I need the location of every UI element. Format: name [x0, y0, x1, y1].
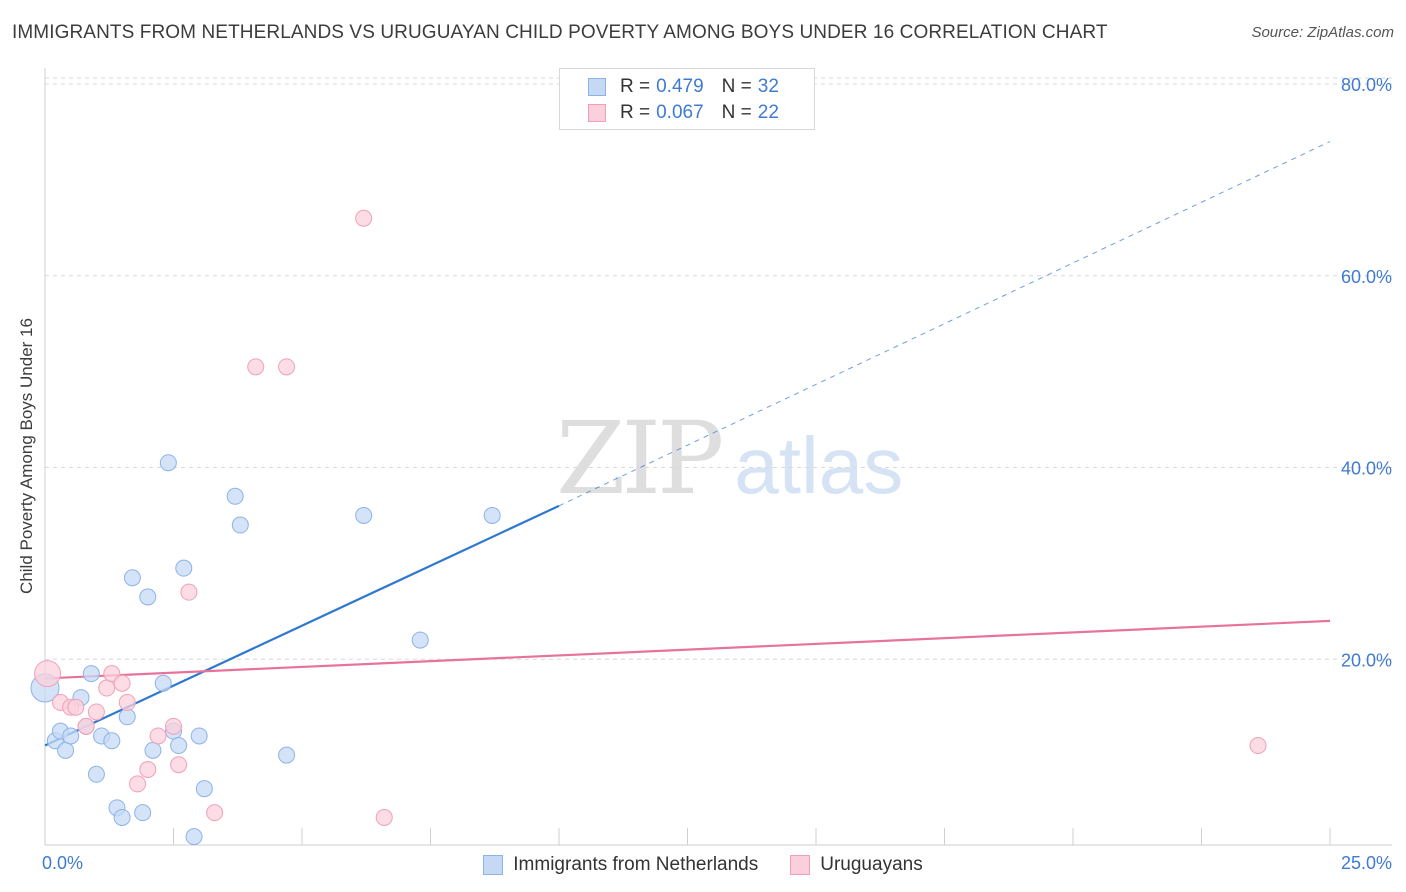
legend-swatch-pink — [588, 104, 606, 122]
correlation-legend: R = 0.479 N = 32 R = 0.067 N = 22 — [559, 68, 815, 130]
point-uruguayans — [87, 703, 105, 721]
series-legend-label: Immigrants from Netherlands — [513, 854, 759, 875]
point-netherlands — [278, 746, 296, 764]
trend-layer — [44, 141, 1331, 747]
point-uruguayans — [129, 775, 147, 793]
series-legend-label: Uruguayans — [820, 854, 923, 875]
points-layer — [30, 209, 1267, 846]
trend-extension-netherlands — [558, 141, 1331, 507]
point-uruguayans — [165, 717, 182, 735]
point-netherlands — [411, 631, 429, 649]
y-axis-label: Child Poverty Among Boys Under 16 — [17, 318, 36, 594]
axis-layer — [44, 68, 1392, 846]
point-netherlands — [139, 588, 157, 606]
legend-n-label: N = — [721, 102, 752, 123]
point-uruguayans — [77, 717, 95, 735]
point-uruguayans — [34, 660, 62, 688]
point-uruguayans — [1249, 737, 1267, 755]
point-netherlands — [123, 569, 141, 587]
legend-row-uruguayans: R = 0.067 N = 22 — [588, 100, 779, 126]
point-netherlands — [175, 559, 193, 577]
legend-n-value: 32 — [757, 76, 779, 97]
point-uruguayans — [113, 674, 131, 692]
point-netherlands — [57, 741, 75, 759]
point-netherlands — [355, 506, 373, 524]
point-uruguayans — [278, 358, 296, 376]
point-uruguayans — [247, 358, 265, 376]
point-uruguayans — [118, 693, 136, 711]
point-netherlands — [118, 708, 136, 726]
y-tick-label: 40.0% — [1341, 459, 1392, 479]
point-uruguayans — [170, 756, 188, 774]
chart-title: IMMIGRANTS FROM NETHERLANDS VS URUGUAYAN… — [12, 22, 1108, 43]
series-swatch-pink — [790, 855, 811, 875]
point-netherlands — [154, 674, 172, 692]
series-legend: Immigrants from Netherlands Uruguayans — [0, 852, 1406, 878]
point-uruguayans — [67, 698, 85, 716]
legend-row-netherlands: R = 0.479 N = 32 — [588, 74, 779, 100]
point-netherlands — [82, 665, 100, 683]
legend-n-value: 22 — [757, 102, 779, 123]
point-netherlands — [190, 727, 208, 745]
point-netherlands — [113, 808, 131, 826]
legend-r-value: 0.479 — [656, 76, 704, 97]
source-credit: Source: ZipAtlas.com — [1251, 24, 1394, 41]
point-netherlands — [144, 741, 162, 759]
point-netherlands — [87, 765, 105, 783]
point-uruguayans — [180, 583, 198, 601]
legend-r-label: R = — [620, 102, 651, 123]
point-netherlands — [226, 487, 244, 505]
point-uruguayans — [139, 761, 157, 779]
series-legend-uruguayans[interactable]: Uruguayans — [790, 854, 923, 876]
point-uruguayans — [98, 679, 116, 697]
point-netherlands — [185, 828, 203, 846]
tick-label-layer: 20.0% 40.0% 60.0% 80.0% 0.0% 25.0% — [42, 75, 1392, 873]
point-netherlands — [170, 737, 188, 755]
point-netherlands — [159, 454, 177, 472]
series-legend-netherlands[interactable]: Immigrants from Netherlands — [483, 854, 758, 876]
legend-swatch-blue — [588, 78, 606, 96]
x-tick-label: 0.0% — [42, 853, 83, 873]
point-netherlands — [231, 516, 249, 534]
y-tick-label: 20.0% — [1341, 650, 1392, 670]
y-tick-label: 80.0% — [1341, 75, 1392, 95]
point-netherlands — [483, 506, 501, 524]
x-tick-label: 25.0% — [1341, 853, 1392, 873]
y-tick-label: 60.0% — [1341, 267, 1392, 287]
point-netherlands — [134, 804, 152, 822]
legend-n-label: N = — [721, 76, 752, 97]
trend-line-uruguayans — [44, 619, 1331, 680]
grid-layer — [45, 77, 1392, 660]
point-netherlands — [195, 780, 213, 798]
point-uruguayans — [375, 808, 393, 826]
legend-r-value: 0.067 — [656, 102, 704, 123]
point-netherlands — [103, 732, 121, 750]
trend-line-netherlands — [44, 504, 560, 747]
point-uruguayans — [355, 209, 373, 227]
series-swatch-blue — [483, 855, 504, 875]
point-uruguayans — [206, 804, 224, 822]
point-netherlands — [62, 727, 80, 745]
point-uruguayans — [149, 727, 167, 745]
legend-r-label: R = — [620, 76, 651, 97]
